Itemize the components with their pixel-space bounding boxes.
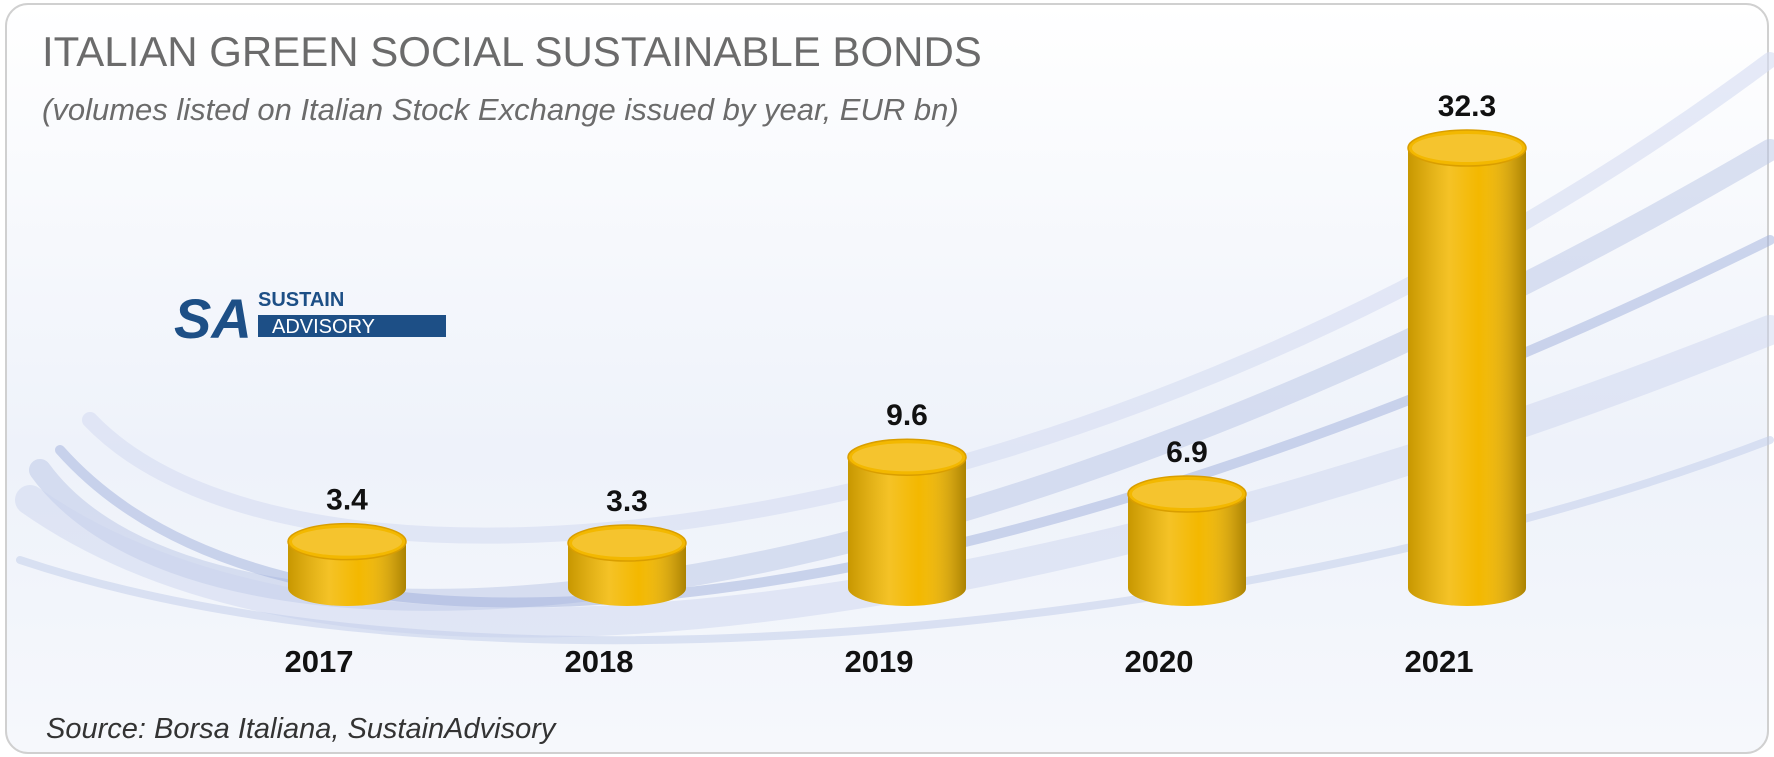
source-note: Source: Borsa Italiana, SustainAdvisory xyxy=(46,713,557,745)
value-label: 3.3 xyxy=(606,485,648,518)
bar-top xyxy=(847,438,967,476)
bar-top-highlight xyxy=(852,443,962,472)
value-label: 6.9 xyxy=(1166,436,1208,469)
bar-top xyxy=(287,522,407,561)
value-label: 32.3 xyxy=(1438,90,1496,123)
bar-shade xyxy=(1408,148,1526,606)
x-tick-label: 2020 xyxy=(1125,644,1194,679)
bar-top xyxy=(1407,129,1527,167)
bar-top-highlight xyxy=(1412,134,1522,162)
bar-top xyxy=(1127,475,1247,513)
x-tick-label: 2018 xyxy=(565,644,634,679)
chart-title: ITALIAN GREEN SOCIAL SUSTAINABLE BONDS xyxy=(42,28,982,75)
logo-mark: SA xyxy=(174,287,252,350)
bar-top-highlight xyxy=(292,527,402,556)
value-label: 3.4 xyxy=(326,484,368,517)
chart-subtitle: (volumes listed on Italian Stock Exchang… xyxy=(42,92,959,127)
bar-top xyxy=(567,524,687,562)
x-tick-label: 2017 xyxy=(285,644,354,679)
bar-top-highlight xyxy=(1132,480,1242,509)
logo-bar xyxy=(258,315,446,337)
bar-shade xyxy=(848,457,966,606)
x-tick-label: 2019 xyxy=(845,644,914,679)
x-tick-label: 2021 xyxy=(1405,644,1474,679)
bar-top-highlight xyxy=(572,529,682,558)
bar-shade xyxy=(1128,494,1246,606)
logo-line1: SUSTAIN xyxy=(258,289,344,311)
logo-line2: ADVISORY xyxy=(272,316,375,338)
logo: SA SUSTAIN ADVISORY xyxy=(174,287,446,350)
value-label: 9.6 xyxy=(886,399,928,432)
